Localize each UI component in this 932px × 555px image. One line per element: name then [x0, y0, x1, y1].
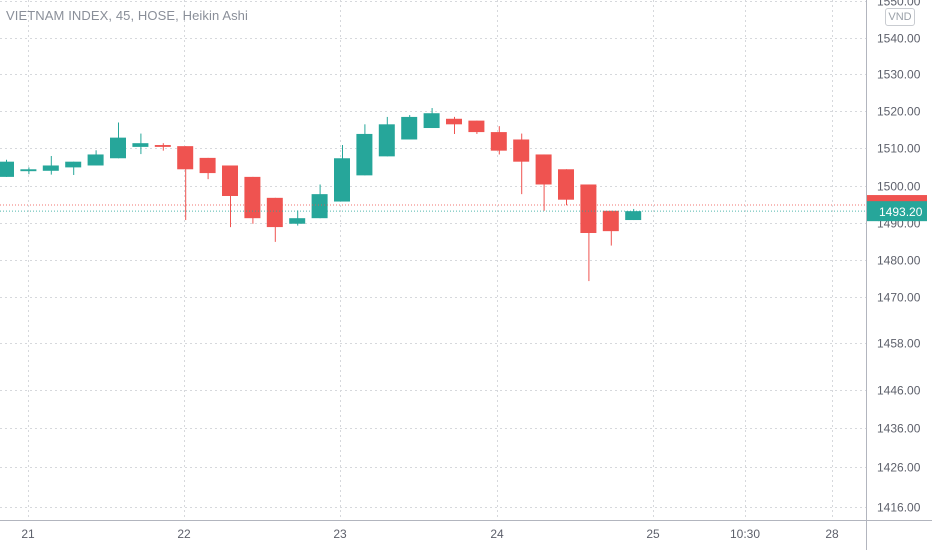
- candle-body: [154, 145, 171, 147]
- candle-body: [132, 143, 149, 147]
- candle-body: [356, 133, 373, 176]
- candle-body: [490, 132, 507, 151]
- grid-layer: [0, 0, 866, 520]
- candle-body: [602, 210, 619, 232]
- candle: [244, 176, 261, 224]
- y-tick-label: 1436.00: [877, 422, 921, 436]
- candle: [110, 122, 126, 159]
- price-tag: 1493.20: [867, 201, 927, 222]
- candle-body: [289, 218, 306, 224]
- y-tick-label: 1540.00: [877, 32, 921, 46]
- candle-body: [110, 137, 126, 159]
- candle: [154, 143, 171, 151]
- candle-body: [266, 197, 283, 228]
- candle-body: [513, 139, 530, 162]
- x-tick-label: 21: [21, 527, 35, 541]
- y-tick-label: 1426.00: [877, 461, 921, 475]
- candle-body: [468, 120, 485, 133]
- candle: [423, 108, 440, 129]
- candle-body: [87, 154, 104, 166]
- candle: [334, 145, 350, 202]
- candle: [535, 154, 552, 211]
- y-tick-label: 1550.00: [877, 0, 921, 9]
- candle: [289, 210, 306, 226]
- candle: [602, 210, 619, 246]
- candle-body: [0, 161, 14, 177]
- candle: [378, 116, 395, 157]
- candle: [490, 126, 507, 155]
- candle: [558, 169, 574, 206]
- candle-layer: [0, 108, 642, 282]
- y-tick-label: 1470.00: [877, 291, 921, 305]
- candle: [356, 124, 373, 176]
- candle: [87, 150, 104, 166]
- candle: [0, 159, 14, 177]
- candle-body: [625, 211, 642, 221]
- candle: [311, 184, 328, 219]
- candle: [65, 161, 82, 175]
- candle: [199, 157, 216, 180]
- y-tick-label: 1530.00: [877, 68, 921, 82]
- candle-body: [199, 157, 216, 174]
- chart-title: VIETNAM INDEX, 45, HOSE, Heikin Ashi: [6, 8, 249, 23]
- candle-body: [446, 118, 462, 125]
- x-tick-label: 22: [177, 527, 191, 541]
- candle: [401, 115, 418, 140]
- price-tag-background: [867, 201, 927, 222]
- currency-unit-badge[interactable]: VND: [885, 8, 915, 26]
- candle: [446, 116, 462, 134]
- x-tick-label: 23: [333, 527, 347, 541]
- candle-body: [177, 146, 194, 170]
- candle: [468, 120, 485, 134]
- y-tick-label: 1500.00: [877, 180, 921, 194]
- candle: [20, 167, 37, 175]
- candle-body: [222, 165, 238, 196]
- y-tick-label: 1480.00: [877, 254, 921, 268]
- candle-body: [535, 154, 552, 185]
- price-label-layer: 1494.851493.20: [0, 195, 927, 222]
- candle-body: [558, 169, 574, 200]
- x-tick-label: 10:30: [730, 527, 760, 541]
- candle: [177, 146, 194, 221]
- y-tick-label: 1458.00: [877, 337, 921, 351]
- x-tick-label: 28: [825, 527, 839, 541]
- candle-body: [423, 113, 440, 129]
- candle-body: [311, 194, 328, 219]
- candle-body: [244, 176, 261, 219]
- candle: [222, 165, 238, 228]
- y-tick-label: 1510.00: [877, 142, 921, 156]
- y-tick-label: 1520.00: [877, 105, 921, 119]
- candle-body: [20, 169, 37, 172]
- y-tick-label: 1446.00: [877, 384, 921, 398]
- candle: [266, 197, 283, 242]
- candle-body: [42, 165, 59, 171]
- x-tick-label: 24: [490, 527, 504, 541]
- candle-body: [378, 124, 395, 157]
- candle: [625, 208, 642, 221]
- candle: [42, 155, 59, 175]
- x-tick-label: 25: [646, 527, 660, 541]
- candle-body: [334, 158, 350, 202]
- candle: [132, 133, 149, 155]
- price-tag-label: 1493.20: [879, 205, 923, 219]
- candle-body: [65, 161, 82, 168]
- y-tick-label: 1416.00: [877, 501, 921, 515]
- candle-body: [580, 184, 597, 233]
- candle: [513, 133, 530, 195]
- candle-body: [401, 116, 418, 140]
- candle: [580, 184, 597, 282]
